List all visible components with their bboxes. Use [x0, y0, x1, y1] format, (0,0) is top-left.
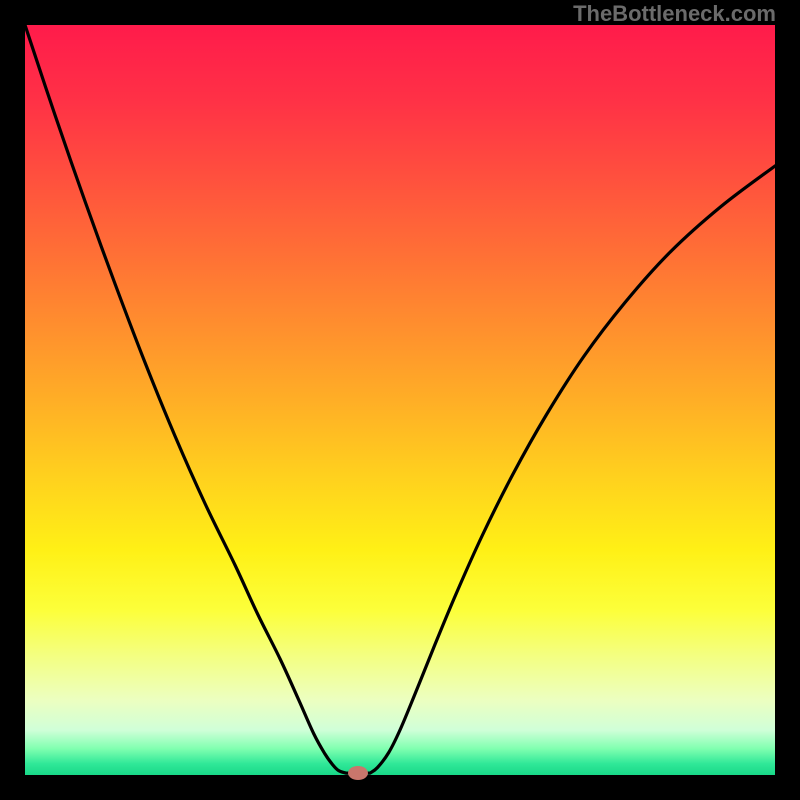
chart-container: TheBottleneck.com [0, 0, 800, 800]
plot-area [25, 25, 775, 775]
optimum-marker [348, 766, 368, 780]
bottleneck-curve [25, 25, 775, 773]
curve-svg [25, 25, 775, 775]
watermark-text: TheBottleneck.com [573, 1, 776, 27]
